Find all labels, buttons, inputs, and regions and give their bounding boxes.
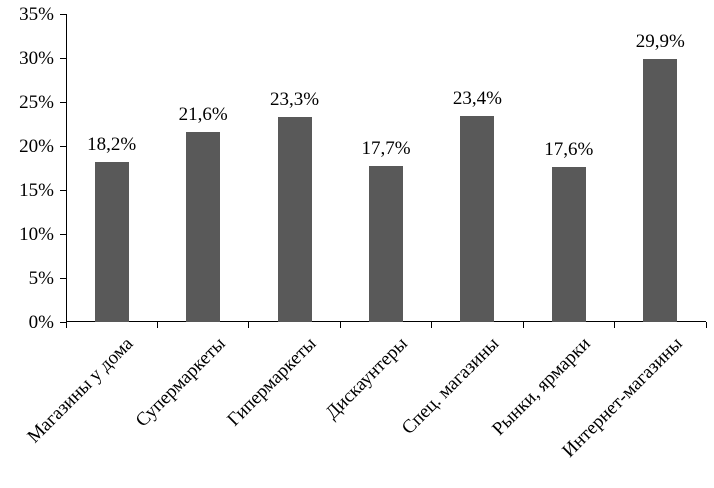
bar <box>460 116 495 322</box>
x-category-label: Супермаркеты <box>131 333 230 432</box>
x-category-label: Рынки, ярмарки <box>488 333 595 440</box>
bar <box>643 58 678 322</box>
x-axis-tick <box>614 322 616 328</box>
x-axis-tick <box>522 322 524 328</box>
y-axis-tick <box>60 101 66 103</box>
bar <box>551 167 586 322</box>
y-axis-tick <box>60 277 66 279</box>
bar <box>94 161 129 322</box>
x-axis-tick <box>431 322 433 328</box>
x-axis-tick <box>705 322 707 328</box>
y-axis-tick <box>60 13 66 15</box>
y-tick-label: 30% <box>19 48 54 69</box>
y-axis-tick <box>60 57 66 59</box>
x-axis-tick <box>248 322 250 328</box>
x-category-label: Гипермаркеты <box>223 333 321 431</box>
x-axis-tick <box>65 322 67 328</box>
y-axis-tick <box>60 145 66 147</box>
x-category-label: Спец. магазины <box>398 333 504 439</box>
y-tick-label: 20% <box>19 136 54 157</box>
bar-value-label: 17,6% <box>544 139 594 161</box>
x-axis-tick <box>339 322 341 328</box>
bar <box>369 166 403 322</box>
y-tick-label: 0% <box>28 312 54 333</box>
bar-value-label: 17,7% <box>361 138 411 160</box>
bar-value-label: 21,6% <box>178 103 228 125</box>
y-tick-label: 35% <box>19 4 54 25</box>
y-tick-label: 25% <box>19 92 54 113</box>
bar-value-label: 23,4% <box>452 88 502 110</box>
bar-value-label: 23,3% <box>270 88 320 110</box>
bar-value-label: 18,2% <box>87 133 137 155</box>
x-category-label: Магазины у дома <box>23 333 138 448</box>
y-tick-label: 10% <box>19 224 54 245</box>
x-category-label: Дискаунтеры <box>321 333 413 424</box>
y-axis-tick <box>60 321 66 323</box>
y-axis-tick <box>60 189 66 191</box>
bar <box>186 131 221 322</box>
x-axis-tick <box>156 322 158 328</box>
bar <box>277 116 312 322</box>
y-tick-label: 15% <box>19 180 54 201</box>
y-axis-tick <box>60 233 66 235</box>
y-tick-label: 5% <box>28 268 54 289</box>
bar-value-label: 29,9% <box>635 30 685 52</box>
